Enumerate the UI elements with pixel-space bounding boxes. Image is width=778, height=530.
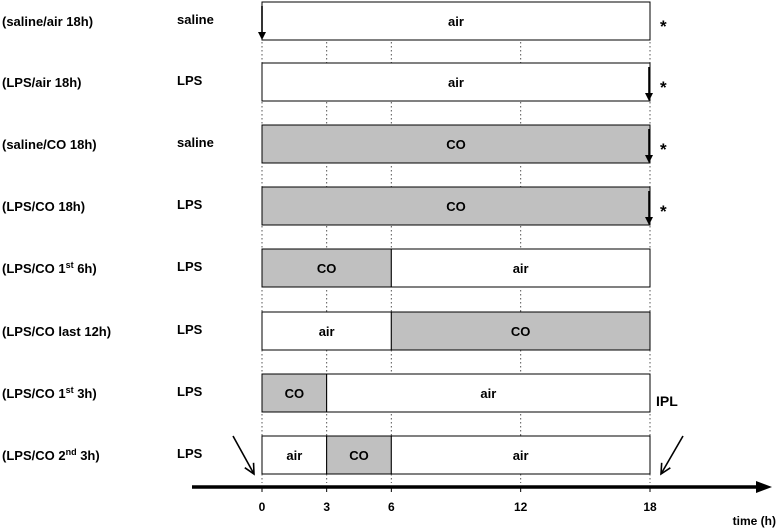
arrow-head [660, 462, 671, 476]
air-segment [261, 62, 651, 102]
treatment-label: LPS [177, 322, 203, 337]
co-segment [261, 373, 328, 413]
condition-label-text: (saline/air 18h) [2, 14, 93, 29]
air-segment [390, 435, 651, 475]
segment-label: CO [446, 199, 466, 214]
protocol-rows: (saline/air 18h) saline air * (LPS/air 18h) L… [2, 1, 667, 475]
arrow-head [258, 32, 266, 40]
treatment-label: LPS [177, 197, 203, 212]
axis-tick-label: 12 [514, 500, 528, 514]
air-segment [326, 373, 651, 413]
treatment-label: LPS [177, 446, 203, 461]
segment-label: CO [349, 448, 369, 463]
segment-label: air [286, 448, 302, 463]
arrow-shaft [232, 435, 255, 475]
treatment-label: saline [177, 12, 214, 27]
segment-label: CO [285, 386, 305, 401]
co-segment [390, 311, 651, 351]
protocol-row: (saline/air 18h) saline air * [2, 1, 667, 41]
treatment-label: saline [177, 135, 214, 150]
axis-tick-label: 18 [643, 500, 657, 514]
condition-label-superscript: st [66, 385, 74, 395]
condition-label-text: (LPS/CO 2 [2, 448, 66, 463]
condition-label-text: (LPS/air 18h) [2, 75, 81, 90]
condition-label-text: (LPS/CO 1 [2, 261, 66, 276]
time-axis: 0 3 6 12 18 time (h) [192, 481, 776, 528]
condition-label-superscript: st [66, 260, 74, 270]
co-segment [261, 248, 392, 288]
condition-label-tail: 3h) [74, 386, 97, 401]
protocol-row: (LPS/CO last 12h) LPS air CO [2, 311, 651, 351]
segment-label: air [513, 261, 529, 276]
treatment-label: LPS [177, 259, 203, 274]
air-segment [261, 311, 392, 351]
event-arrow [645, 67, 653, 101]
segment-label: air [480, 386, 496, 401]
air-segment [261, 435, 328, 475]
condition-label: (LPS/air 18h) [2, 75, 81, 90]
condition-label: (LPS/CO 1st 3h) [2, 385, 97, 401]
condition-label-superscript: nd [66, 447, 77, 457]
protocol-row: (LPS/CO 18h) LPS CO * [2, 186, 667, 226]
segment-label: CO [446, 137, 466, 152]
axis-tick-label: 0 [259, 500, 266, 514]
co-segment [261, 124, 651, 164]
condition-label-text: (LPS/CO last 12h) [2, 324, 111, 339]
condition-label-tail: 3h) [77, 448, 100, 463]
condition-label: (saline/air 18h) [2, 14, 93, 29]
axis-title: time (h) [733, 514, 776, 528]
condition-label: (LPS/CO 18h) [2, 199, 85, 214]
segment-label: air [513, 448, 529, 463]
significance-asterisk: * [660, 140, 667, 159]
condition-label-text: (saline/CO 18h) [2, 137, 97, 152]
arrow-head [645, 155, 653, 163]
annotations: IPL [232, 393, 684, 476]
condition-label: (LPS/CO 2nd 3h) [2, 447, 100, 463]
segment-label: air [448, 75, 464, 90]
condition-label-text: (LPS/CO 1 [2, 386, 66, 401]
segment-label: air [448, 14, 464, 29]
significance-asterisk: * [660, 202, 667, 221]
treatment-label: LPS [177, 384, 203, 399]
air-segment [261, 1, 651, 41]
air-segment [390, 248, 651, 288]
protocol-row: (LPS/air 18h) LPS air * [2, 62, 667, 102]
co-segment [261, 186, 651, 226]
segment-label: CO [317, 261, 337, 276]
event-arrow [258, 6, 266, 40]
left-diagonal-arrow [232, 435, 255, 476]
significance-asterisk: * [660, 78, 667, 97]
ipl-label: IPL [656, 393, 678, 409]
protocol-row: (saline/CO 18h) saline CO * [2, 124, 667, 164]
arrow-head [244, 462, 255, 476]
treatment-label: LPS [177, 73, 203, 88]
condition-label: (saline/CO 18h) [2, 137, 97, 152]
event-arrow [645, 191, 653, 225]
condition-label: (LPS/CO 1st 6h) [2, 260, 97, 276]
condition-label-tail: 6h) [74, 261, 97, 276]
segment-label: CO [511, 324, 531, 339]
protocol-row: (LPS/CO 2nd 3h) LPS air CO air [2, 435, 651, 475]
significance-asterisk: * [660, 17, 667, 36]
axis-tick-label: 6 [388, 500, 395, 514]
segment-label: air [319, 324, 335, 339]
right-diagonal-arrow [660, 435, 684, 476]
arrow-head [645, 217, 653, 225]
event-arrow [645, 129, 653, 163]
condition-label-text: (LPS/CO 18h) [2, 199, 85, 214]
protocol-row: (LPS/CO 1st 3h) LPS CO air [2, 373, 651, 413]
protocol-row: (LPS/CO 1st 6h) LPS CO air [2, 248, 651, 288]
axis-tick-label: 3 [323, 500, 330, 514]
arrow-shaft [660, 435, 684, 475]
axis-arrowhead [756, 481, 772, 493]
condition-label: (LPS/CO last 12h) [2, 324, 111, 339]
arrow-head [645, 93, 653, 101]
